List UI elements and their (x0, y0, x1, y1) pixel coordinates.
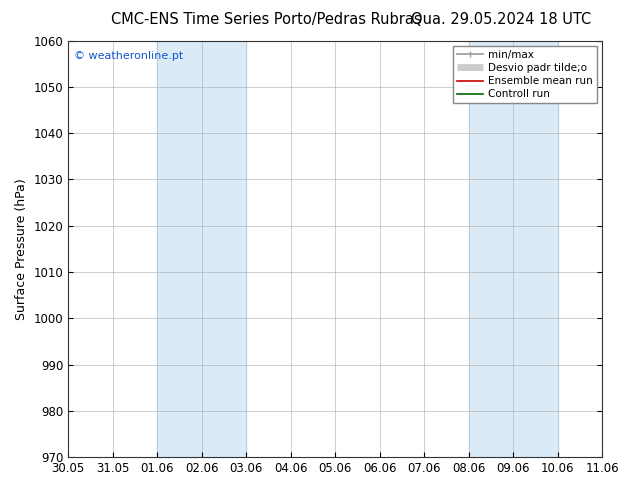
Y-axis label: Surface Pressure (hPa): Surface Pressure (hPa) (15, 178, 28, 320)
Text: CMC-ENS Time Series Porto/Pedras Rubras: CMC-ENS Time Series Porto/Pedras Rubras (111, 12, 422, 27)
Text: © weatheronline.pt: © weatheronline.pt (74, 51, 183, 61)
Bar (157, 41, 246, 457)
Legend: min/max, Desvio padr tilde;o, Ensemble mean run, Controll run: min/max, Desvio padr tilde;o, Ensemble m… (453, 46, 597, 103)
Text: Qua. 29.05.2024 18 UTC: Qua. 29.05.2024 18 UTC (411, 12, 591, 27)
Bar (469, 41, 558, 457)
